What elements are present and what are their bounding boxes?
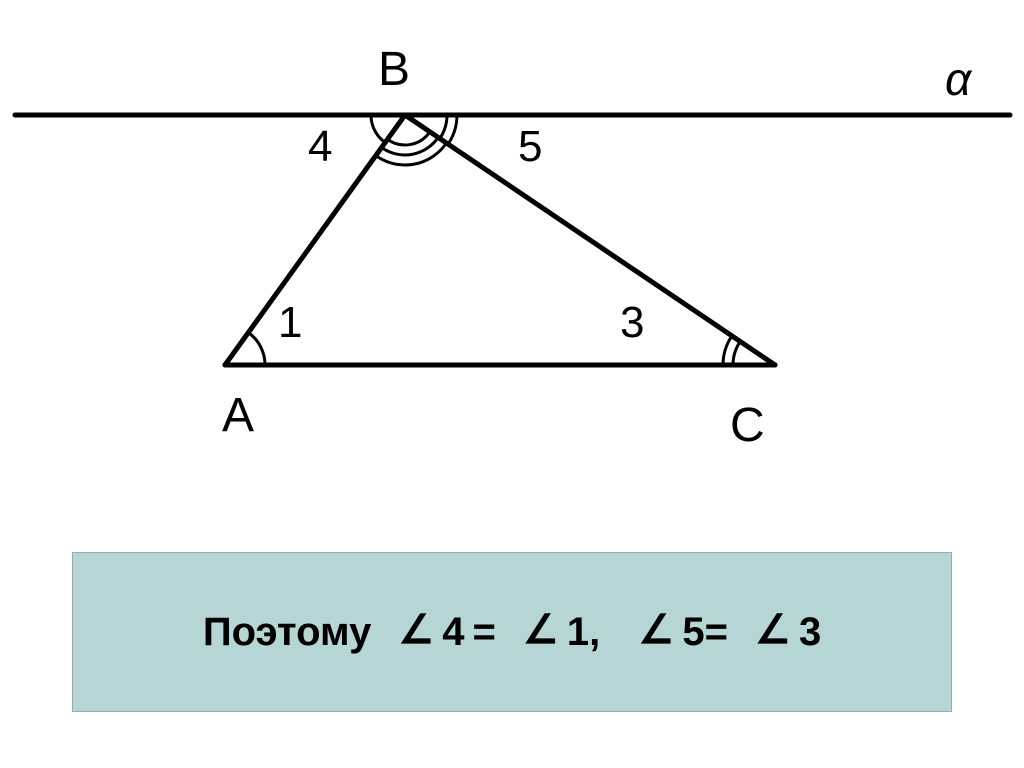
angle-label-5: 5 — [518, 122, 542, 172]
angle-label-3: 3 — [620, 298, 644, 348]
caption-text: Поэтому ∠ 4 = ∠ 1, ∠ 5= ∠ 3 — [203, 609, 821, 655]
vertex-label-A: A — [222, 388, 254, 443]
equals-1: = — [473, 610, 496, 655]
vertex-label-B: B — [378, 42, 410, 97]
angle-label-1: 1 — [278, 298, 302, 348]
caption-eq1-left: 4 — [442, 610, 464, 655]
caption-box: Поэтому ∠ 4 = ∠ 1, ∠ 5= ∠ 3 — [72, 552, 952, 712]
line-label-alpha: α — [945, 52, 971, 106]
caption-lead: Поэтому — [203, 610, 372, 655]
caption-eq2-left: 5= — [682, 610, 728, 655]
angle-label-4: 4 — [308, 122, 332, 172]
stage: B α 4 5 1 3 A C Поэтому ∠ 4 = ∠ 1, ∠ 5= … — [0, 0, 1024, 768]
angle-icon: ∠ — [523, 607, 559, 653]
angle-icon: ∠ — [398, 607, 434, 653]
vertex-label-C: C — [730, 398, 765, 453]
angle-icon: ∠ — [638, 607, 674, 653]
caption-eq1-right: 1, — [567, 610, 600, 655]
angle-icon: ∠ — [755, 607, 791, 653]
caption-eq2-right: 3 — [799, 610, 821, 655]
